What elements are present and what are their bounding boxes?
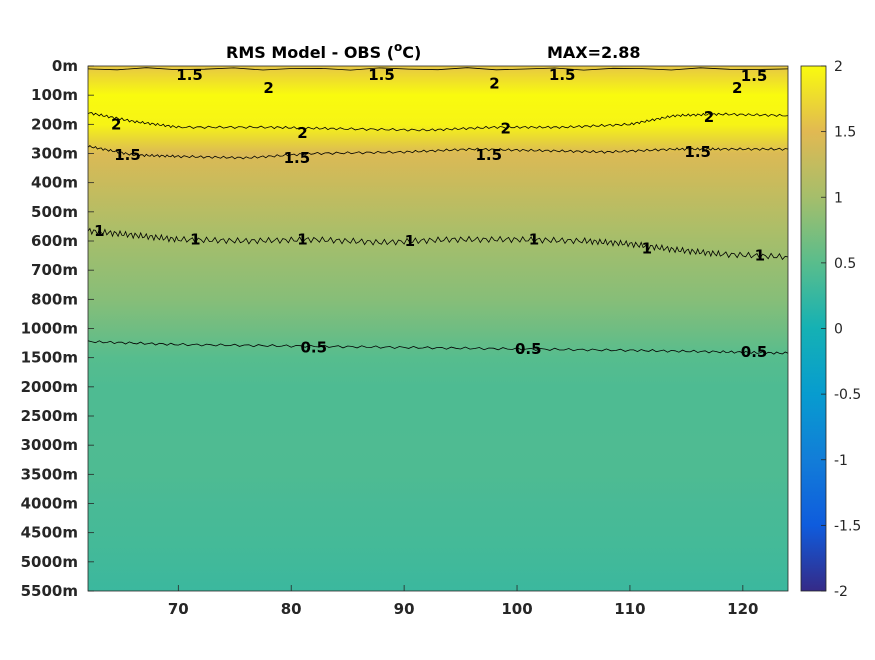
contour-line-1 [87,227,789,261]
y-tick-label: 3000m [21,436,78,454]
chart-title-superscript: o [394,40,402,54]
colorbar-tick-label: 2 [834,59,843,75]
x-axis-ticks: 70 80 90 100 110 120 [168,585,758,618]
y-tick-label: 4000m [21,495,78,513]
contour-label: 0.5 [741,343,768,361]
x-tick-label: 70 [168,600,189,618]
contour-label: 1 [190,231,200,249]
contour-label: 1.5 [741,67,768,85]
y-axis-ticks: 0m 100m 200m 300m 400m 500m 600m 700m 800m 1000m 1… [21,57,94,600]
y-tick-label: 0m [52,57,78,75]
contour-line-1-5 [87,67,789,71]
y-tick-label: 100m [31,86,78,104]
contour-label: 1.5 [284,149,311,167]
colorbar-tick-label: -0.5 [834,387,861,403]
y-tick-label: 600m [31,232,78,250]
colorbar-tick-label: 0 [834,322,843,338]
colorbar-tick-label: -1.5 [834,518,861,534]
y-tick-label: 1500m [21,349,78,367]
heatmap-field [88,66,788,591]
y-tick-label: 800m [31,290,78,308]
max-label: MAX=2.88 [547,43,641,62]
contour-lines [87,67,789,355]
contour-label: 2 [111,115,121,133]
contour-line-1-5 [87,144,789,160]
colorbar-tick-label: -2 [834,584,848,600]
y-tick-label: 3500m [21,465,78,483]
colorbar-tick-label: 1 [834,190,843,206]
x-tick-label: 120 [727,600,758,618]
chart-title-unit: C) [402,43,421,62]
contour-label: 1 [297,231,307,249]
colorbar-tick-label: -1 [834,453,848,469]
contour-label: 1 [529,231,539,249]
y-tick-label: 400m [31,174,78,192]
y-tick-label: 500m [31,203,78,221]
y-tick-label: 700m [31,261,78,279]
contour-label: 1.5 [684,143,711,161]
colorbar-tick-label: 1.5 [834,125,856,141]
x-tick-label: 110 [614,600,645,618]
contour-label: 1.5 [176,66,203,84]
contour-label: 2 [704,108,714,126]
chart-title-main: RMS Model - OBS ( [226,43,394,62]
y-tick-label: 4500m [21,524,78,542]
y-tick-label: 2500m [21,407,78,425]
y-tick-label: 5500m [21,582,78,600]
contour-label: 1.5 [114,146,141,164]
x-tick-label: 100 [501,600,532,618]
contour-label: 1 [94,222,104,240]
x-tick-label: 80 [281,600,302,618]
y-tick-label: 300m [31,145,78,163]
contour-label: 2 [263,79,273,97]
contour-label: 1.5 [368,66,395,84]
contour-label: 2 [489,75,499,93]
contour-label: 1.5 [476,146,503,164]
contour-label: 2 [500,120,510,138]
contour-label: 1 [642,239,652,257]
contour-label: 0.5 [515,340,542,358]
chart-title: RMS Model - OBS (oC) [226,40,421,62]
contour-labels: 1.5 1.5 1.5 1.52 2 22 2 221.5 1.5 1.5 1.51 1 1 1 1 1 10.… [94,66,767,361]
y-tick-label: 2000m [21,378,78,396]
contour-label: 0.5 [301,339,328,357]
colorbar-tick-label: 0.5 [834,256,856,272]
x-tick-label: 90 [394,600,415,618]
contour-label: 2 [732,79,742,97]
y-tick-label: 1000m [21,320,78,338]
contour-label: 1 [405,232,415,250]
contour-line-2 [87,112,789,132]
colorbar-ticks: 2 1.5 1 0.5 0 -0.5 -1 -1.5 -2 [821,59,861,600]
y-tick-label: 200m [31,115,78,133]
contour-label: 2 [297,124,307,142]
contour-label: 1.5 [549,66,576,84]
contour-label: 1 [755,247,765,265]
contour-line-0-5 [87,340,789,355]
y-tick-label: 5000m [21,553,78,571]
